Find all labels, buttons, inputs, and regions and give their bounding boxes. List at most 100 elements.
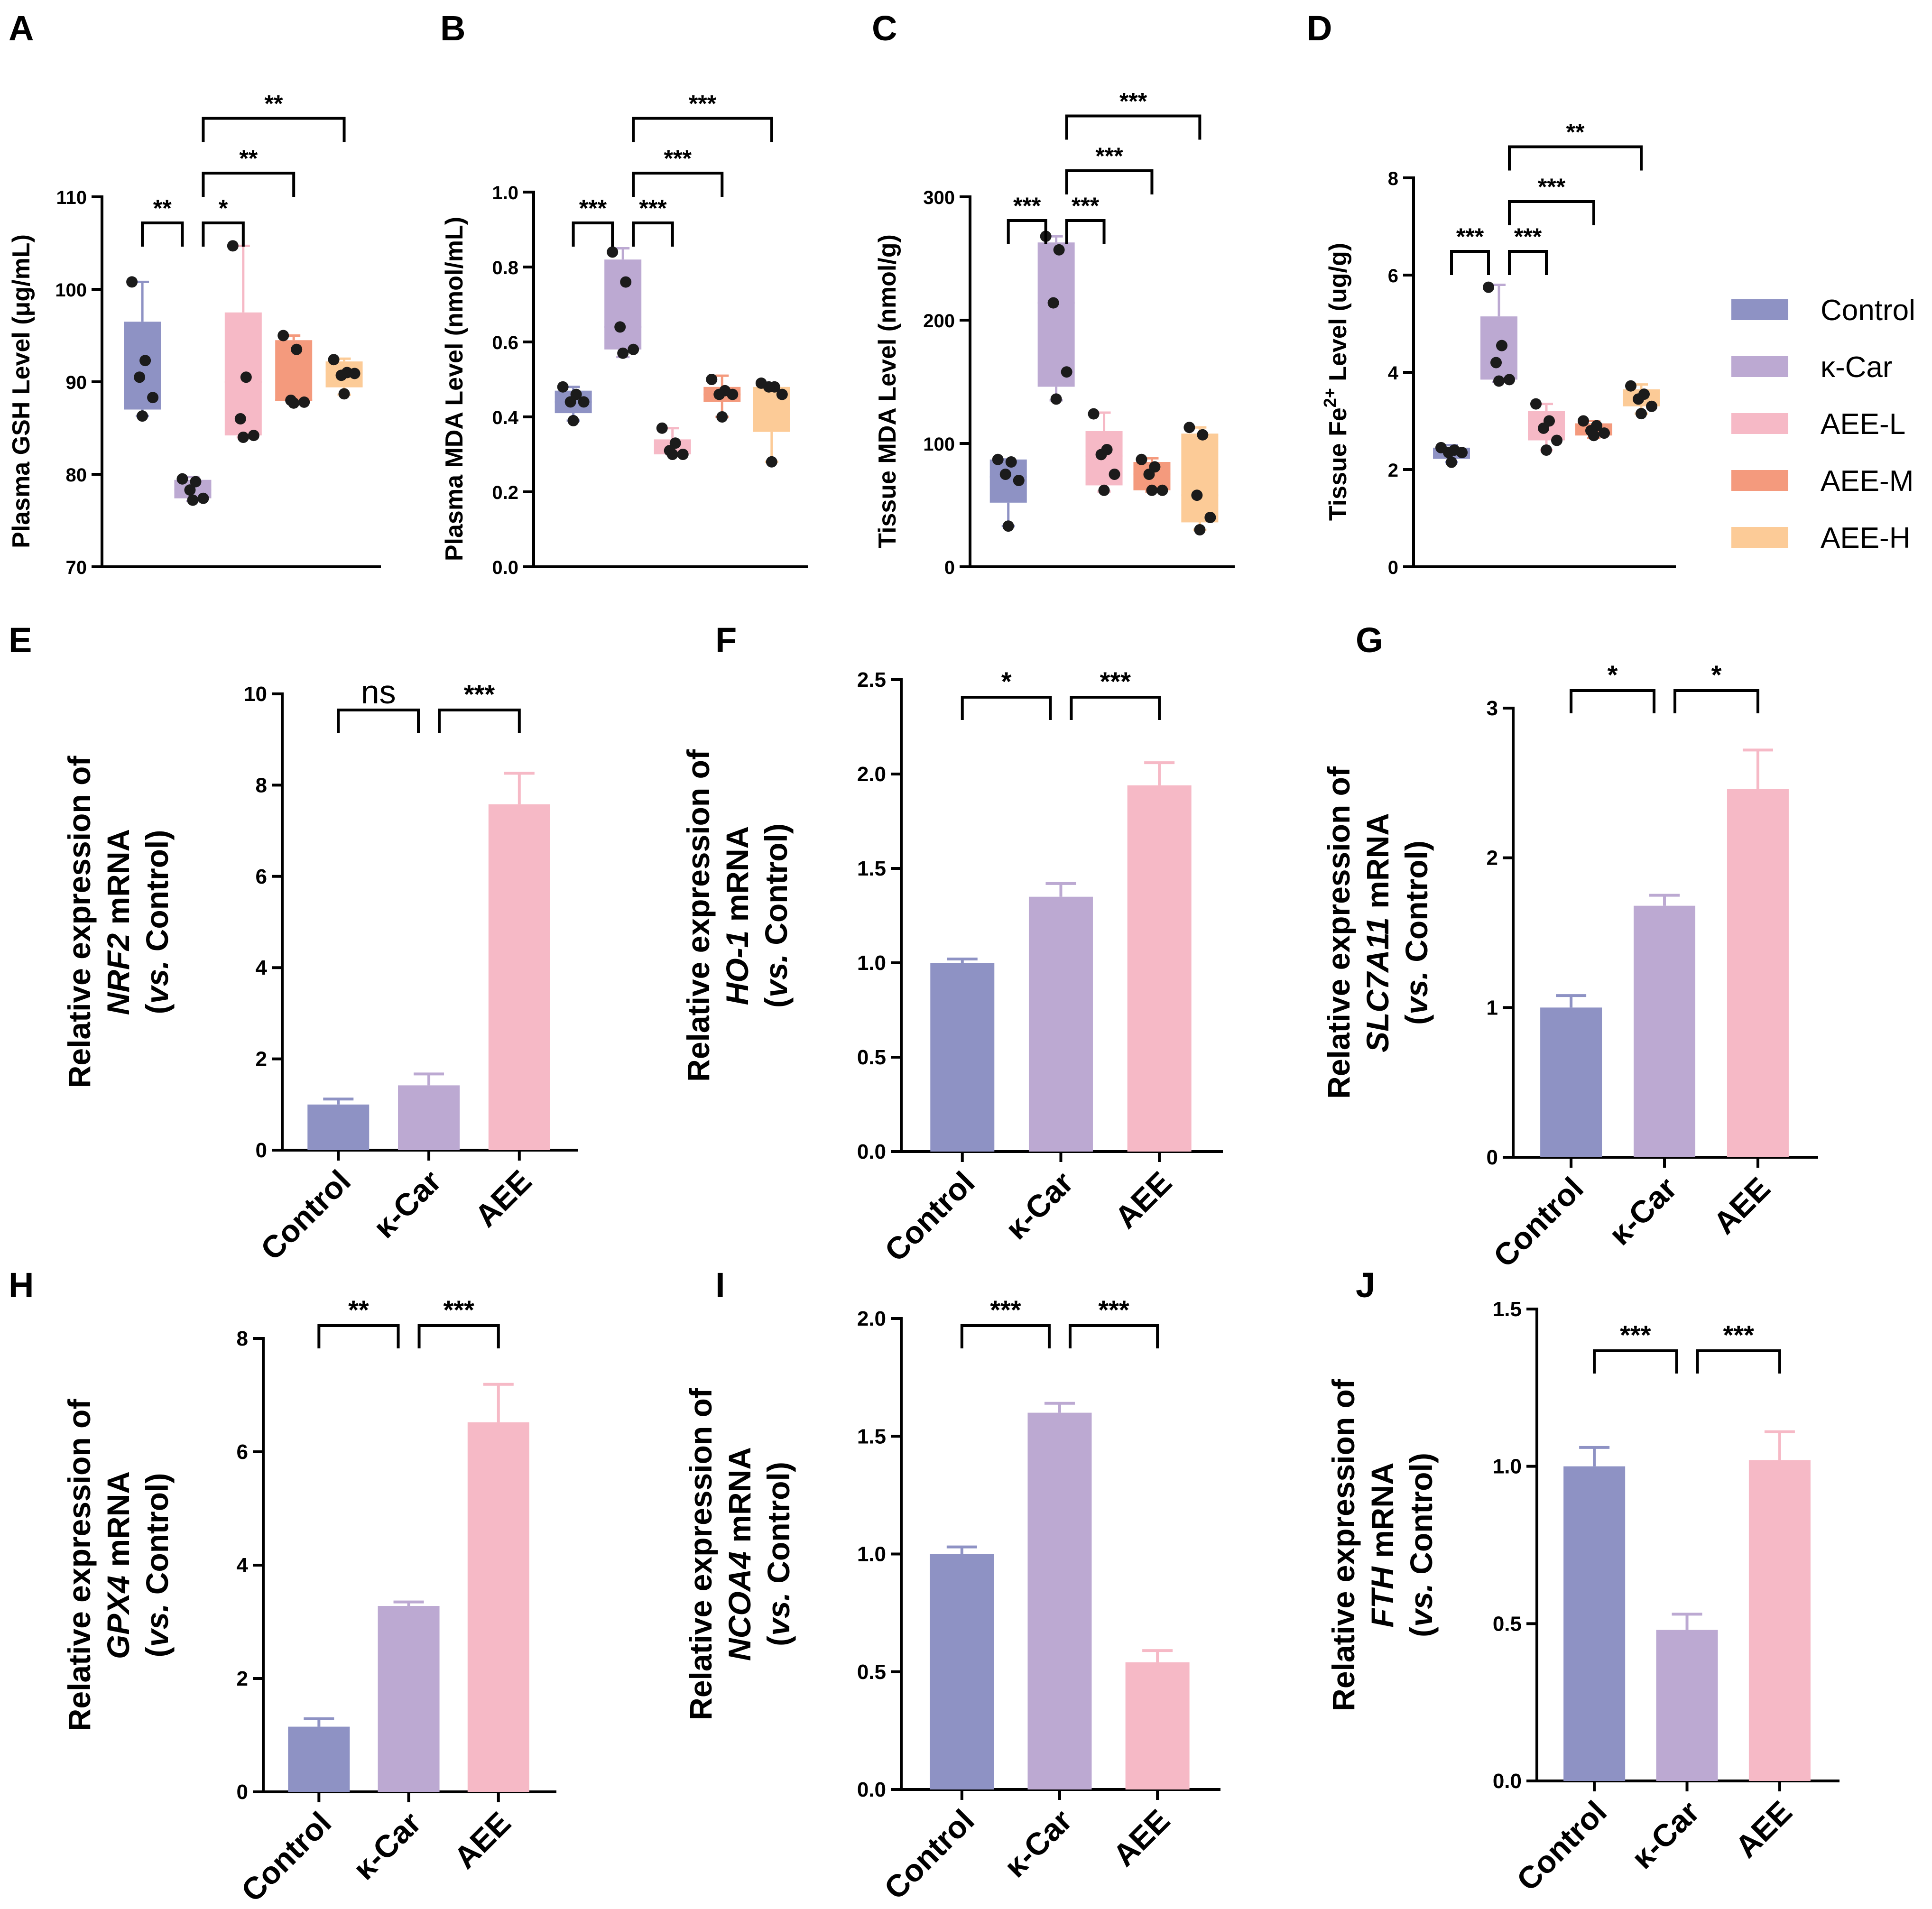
panel-letter: I [715,1265,725,1305]
bar [288,1726,350,1792]
y-tick-label: 0 [256,1139,267,1162]
significance-label: *** [1514,223,1542,250]
legend-swatch [1731,470,1788,491]
significance-bracket [438,709,521,733]
significance-label: * [219,195,228,221]
gene-name: GPX4 [101,1576,136,1659]
significance-bracket [1508,250,1548,275]
bar [1127,785,1192,1152]
significance-bracket [1068,1324,1159,1348]
data-point [999,469,1011,480]
data-point [617,347,629,359]
x-tick-label: Control [1487,1171,1590,1274]
data-point [1504,374,1515,386]
legend-label: AEE-L [1821,408,1905,441]
significance-bracket [632,221,674,247]
y-axis-label-part: Tissue Fe [1324,407,1352,521]
significance-bracket [1007,219,1047,244]
y-tick-label: 1.0 [492,183,518,203]
significance-bracket [572,221,614,247]
data-point [1005,456,1017,468]
significance-label: *** [1098,1295,1129,1325]
data-point [176,473,188,485]
data-point [1053,244,1065,256]
data-point [607,246,619,258]
y-tick-label: 90 [66,372,87,393]
y-tick-label: 4 [256,956,268,979]
significance-bracket [1508,200,1595,225]
y-tick-label: 0 [237,1780,248,1804]
panel-letter: F [715,620,737,660]
significance-label: * [1711,660,1722,690]
data-point [1625,380,1636,392]
gene-name: SLC7A11 [1360,917,1395,1052]
data-point [1095,449,1107,461]
data-point [240,371,252,383]
data-point [564,396,576,408]
data-point [763,381,775,393]
y-tick-label: 10 [244,682,267,706]
bar-control [930,958,995,1152]
significance-label: *** [1072,193,1100,219]
y-tick-label: 1.5 [857,1425,886,1448]
mrna-suffix: mRNA [720,826,755,931]
data-point [1013,475,1025,486]
bar [467,1422,529,1792]
bar [488,804,550,1150]
mrna-suffix: mRNA [722,1447,757,1551]
panel-j: J 0.0 0.5 1.0 1.5 Relative expression of FTH m… [1326,1265,1840,1898]
significance-label: ** [1566,119,1585,146]
data-point [248,430,259,442]
y-axis-label-line2: NRF2 mRNA [101,829,136,1015]
significance-bracket [961,696,1052,720]
y-tick-label: 6 [237,1440,248,1464]
bar [398,1085,460,1150]
box-aee-h [1623,380,1660,420]
bar-control [930,1545,994,1789]
panel-c: C 0 100 200 300 Tissue MDA Level (nmol/g) *** *… [872,9,1235,578]
data-point [614,321,626,333]
y-tick-label: 0.0 [1493,1770,1522,1793]
legend-swatch [1731,413,1788,434]
data-point [328,354,340,366]
data-point [137,410,148,422]
significance-bracket [202,117,346,142]
bar [307,1104,370,1150]
significance-bracket [1070,696,1161,720]
paren: ( [139,1647,175,1657]
data-point [291,343,303,355]
significance-label: *** [1723,1320,1755,1350]
significance-label: * [1001,666,1012,696]
y-axis-label: Tissue Fe2+ Level (ug/g) [1320,243,1352,521]
y-axis-label-line3: (vs. Control) [1404,1453,1439,1637]
significance-bracket [1450,250,1490,275]
y-tick-label: 1.5 [1493,1298,1522,1321]
significance-label: *** [1095,143,1123,169]
data-point [126,276,138,288]
data-point [184,484,196,496]
data-point [1136,453,1147,465]
y-axis-label-line3: (vs. Control) [758,823,794,1008]
box-aee-l [1085,408,1123,496]
x-tick-label: κ-Car [346,1805,428,1887]
box-aee-h [753,377,790,468]
data-point [234,413,246,424]
vs-italic: vs. [758,954,794,997]
bar-control [1540,994,1602,1157]
y-tick-label: 0.8 [492,258,518,278]
box-aee-l [1528,398,1565,456]
box--car [174,473,212,506]
y-axis-label-line3: (vs. Control) [139,830,175,1014]
significance-bracket [960,1324,1051,1348]
legend-swatch [1731,527,1788,548]
y-axis-label-part: Level (ug/g) [1324,243,1352,388]
y-tick-label: 1.0 [1493,1455,1522,1478]
box-aee-h [325,354,363,400]
significance-label: *** [1119,88,1147,115]
y-axis-label-line2: NCOA4 mRNA [722,1447,757,1661]
y-tick-label: 1.0 [857,1543,886,1566]
box-body [604,259,642,350]
x-tick-label: Control [234,1805,338,1909]
